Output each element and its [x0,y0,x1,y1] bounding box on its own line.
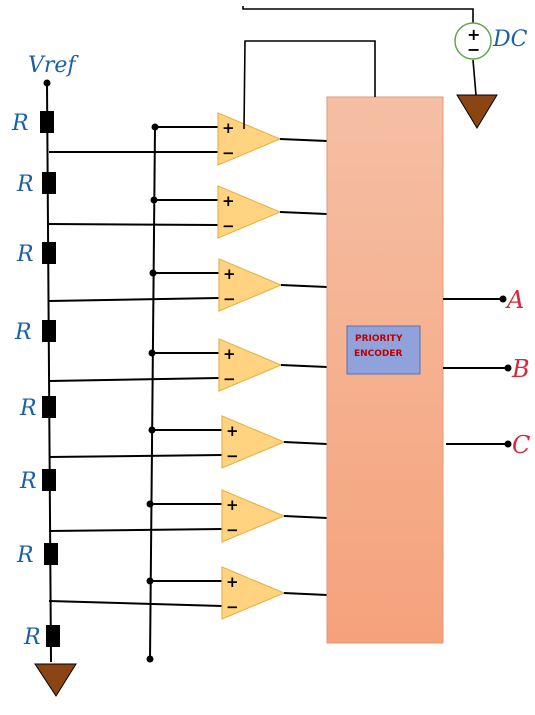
comparator-7-plus: + [226,573,239,591]
bus-node-4 [148,349,156,357]
ladder-wire [46,82,52,663]
supply-source-to-ground [472,59,477,96]
dc-source-minus: − [467,40,480,59]
comparator-4-minus: − [223,370,236,388]
ladder-taps [48,151,223,607]
resistor-label-3: R [16,242,34,267]
bus-node-2 [150,196,158,204]
resistor-3 [42,242,56,264]
priority-encoder-label-box [346,325,421,375]
comparator-4 [218,338,283,392]
resistor-1 [40,111,54,133]
dc-source-plus: + [467,25,480,44]
comparator-7-output-wire [283,592,328,596]
comparator-3-output-wire [280,284,328,288]
comparator-3-plus: + [223,265,236,283]
comparator-1-plus: + [222,119,235,137]
resistor-label-2: R [16,172,34,197]
comparator-6-plus: + [226,496,239,514]
resistor-label-4: R [14,320,32,345]
comparator-2-plus: + [222,192,235,210]
comparator-1-minus: − [222,144,235,162]
bus-node-3 [149,269,157,277]
input-bus-taps [146,123,222,585]
ladder-tap-3 [48,297,220,302]
comparator-3 [218,258,283,312]
priority-encoder-label-line1: PRIORITY [355,334,403,344]
supply-wire-inner [243,40,376,130]
input-bus [149,126,156,660]
resistor-5 [42,396,56,418]
comparator-5-minus: − [226,447,239,465]
resistor-7 [44,543,58,565]
ladder-tap-5 [48,454,223,458]
output-c-node [504,440,512,448]
comparator-2 [217,185,282,239]
dc-label: DC [492,27,528,52]
output-a-label: A [505,286,524,314]
comparator-5-plus: + [226,422,239,440]
resistor-label-6: R [19,469,37,494]
output-a-node [499,295,507,303]
encoder-outputs: A B C [443,286,530,459]
ladder-tap-6 [48,528,223,532]
dc-source [454,22,492,60]
comparator-5 [221,415,286,469]
comparator-4-plus: + [223,345,236,363]
comparator-array: + − + − + − + − + − + − + − [217,112,328,620]
comparator-5-output-wire [283,441,328,445]
bus-node-5 [148,426,156,434]
ladder-tap-7 [48,600,223,607]
resistor-2 [42,172,56,194]
comparator-7 [221,566,286,620]
output-c-label: C [512,431,530,459]
priority-encoder-label-line2: ENCODER [354,349,403,359]
comparator-6-output-wire [283,515,328,519]
bus-node-1 [151,123,159,131]
ground-symbol-supply [456,94,498,129]
comparator-1 [217,112,282,166]
comparator-1-output-wire [279,138,328,142]
resistor-label-5: R [19,396,37,421]
output-b-node [504,364,512,372]
resistor-label-1: R [11,111,29,136]
ladder-tap-4 [48,377,220,382]
vref-label: Vref [28,53,79,78]
output-b-label: B [511,355,530,383]
bus-node-6 [146,500,154,508]
comparator-3-minus: − [223,290,236,308]
resistor-6 [42,469,56,491]
resistor-label-7: R [16,543,34,568]
comparator-2-minus: − [222,217,235,235]
ladder-tap-2 [48,223,219,226]
resistor-8 [46,625,60,647]
supply-wire-outer [242,6,474,23]
resistor-4 [42,320,56,342]
comparator-6-minus: − [226,521,239,539]
ground-symbol-ladder [34,663,77,697]
bus-node-7 [146,577,154,585]
input-bus-end-node [146,655,154,663]
resistor-ladder: R R R R R R R R [11,111,60,650]
comparator-7-minus: − [226,598,239,616]
comparator-2-output-wire [279,211,328,215]
resistor-label-8: R [23,625,41,650]
comparator-6 [221,489,286,543]
comparator-4-output-wire [280,364,328,368]
